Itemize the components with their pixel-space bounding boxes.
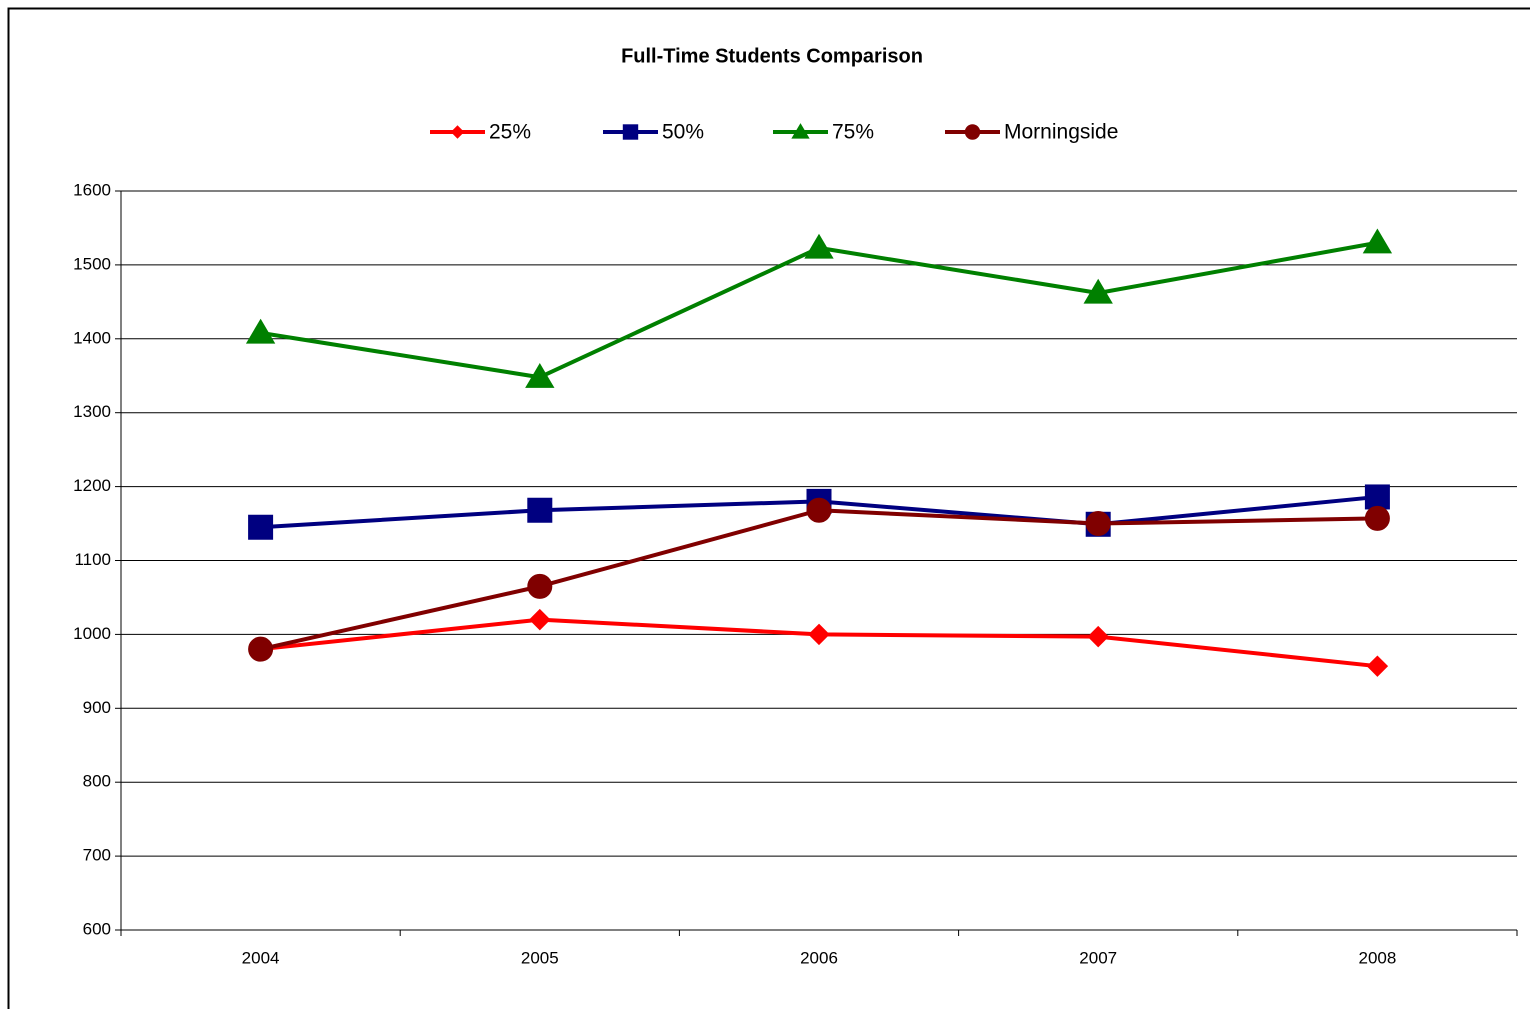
y-tick-label: 1500 (73, 254, 111, 273)
data-point (248, 636, 274, 662)
legend-label: 75% (832, 121, 874, 144)
data-point (527, 497, 553, 523)
data-point (529, 608, 551, 631)
y-tick-label: 1600 (73, 180, 111, 199)
y-tick-label: 1200 (73, 476, 111, 495)
legend-marker (964, 124, 981, 140)
x-tick-label: 2007 (1079, 948, 1117, 967)
data-point (248, 514, 274, 540)
data-point (527, 573, 553, 599)
x-tick-label: 2006 (800, 948, 838, 967)
legend-marker (450, 125, 465, 139)
data-point (1362, 228, 1393, 254)
data-point (1083, 278, 1113, 304)
legend-label: 25% (489, 121, 531, 144)
legend-label: 50% (662, 121, 704, 144)
y-tick-label: 800 (83, 772, 111, 791)
data-point (1085, 511, 1111, 537)
data-point (1366, 655, 1389, 677)
chart-title: Full-Time Students Comparison (621, 45, 923, 67)
x-tick-label: 2008 (1358, 948, 1396, 967)
y-tick-label: 700 (83, 846, 111, 865)
x-tick-label: 2005 (521, 948, 559, 967)
y-tick-label: 1300 (73, 402, 111, 421)
data-point (804, 233, 834, 259)
legend-marker (791, 123, 810, 139)
y-tick-label: 1400 (73, 328, 111, 347)
y-tick-label: 1000 (73, 624, 111, 643)
chart-frame (7, 7, 1530, 1009)
y-tick-label: 900 (83, 698, 111, 717)
data-point (1364, 484, 1390, 510)
data-point (1087, 625, 1109, 648)
data-point (806, 497, 832, 523)
legend-label: Morningside (1004, 121, 1118, 144)
legend-marker (622, 124, 639, 140)
x-tick-label: 2004 (242, 948, 280, 967)
y-tick-label: 600 (83, 919, 111, 938)
y-tick-label: 1100 (74, 550, 111, 569)
data-point (808, 623, 830, 646)
data-point (1364, 505, 1390, 531)
data-point (245, 318, 276, 344)
data-point (525, 363, 555, 388)
